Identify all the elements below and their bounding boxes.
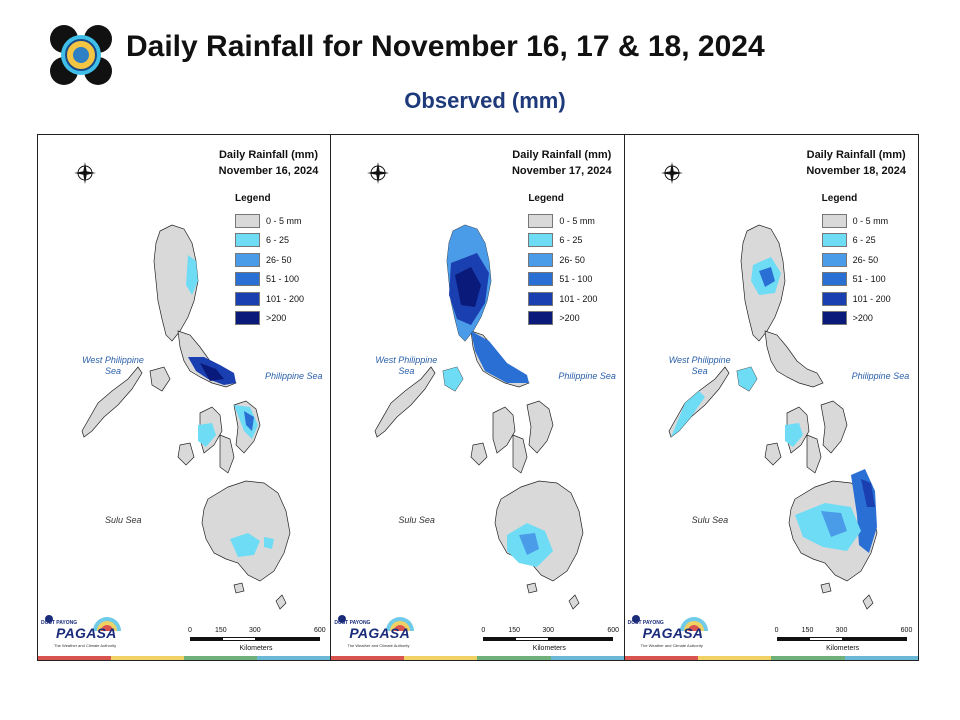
- sulu-sea-label: Sulu Sea: [691, 515, 729, 525]
- color-stripe: [624, 656, 918, 660]
- legend-item: >200: [235, 309, 304, 329]
- brand-small-text: DOST PAYONG: [627, 620, 664, 626]
- map-panels: Daily Rainfall (mm) November 16, 2024 Le…: [37, 134, 919, 661]
- map-title: Daily Rainfall (mm) November 17, 2024: [511, 149, 612, 177]
- brand-name: PAGASA: [642, 625, 704, 641]
- philippines-map: [668, 224, 878, 610]
- legend-item: 51 - 100: [528, 270, 597, 290]
- philippine-sea-label: Philippine Sea: [558, 371, 616, 381]
- brand-small-text: DOST PAYONG: [334, 620, 371, 626]
- philippines-map: [81, 224, 291, 610]
- legend-item: 51 - 100: [235, 270, 304, 290]
- legend-item: >200: [528, 309, 597, 329]
- legend-item: 26- 50: [821, 250, 891, 270]
- legend-item: 51 - 100: [821, 270, 891, 290]
- color-stripe: [38, 656, 331, 660]
- pagasa-brand-icon: [631, 615, 708, 631]
- west-philippine-sea-label: West Philippine Sea: [668, 355, 731, 376]
- scale-bar: 0 150 300 600 Kilometers: [774, 627, 913, 652]
- page-title: Daily Rainfall for November 16, 17 & 18,…: [126, 30, 765, 63]
- brand-name: PAGASA: [349, 625, 410, 641]
- legend: 0 - 5 mm 6 - 25 26- 50 51 - 100 101 - 20…: [528, 211, 597, 328]
- scale-bar: 0 150 300 600 Kilometers: [481, 627, 620, 652]
- brand-small-text: DOST PAYONG: [41, 620, 78, 626]
- legend: 0 - 5 mm 6 - 25 26- 50 51 - 100 101 - 20…: [235, 211, 304, 328]
- brand-tagline: The Weather and Climate Authority: [640, 643, 703, 648]
- legend-item: 26- 50: [528, 250, 597, 270]
- compass-rose-icon: [367, 162, 390, 184]
- philippines-map: [374, 224, 584, 610]
- legend: 0 - 5 mm 6 - 25 26- 50 51 - 100 101 - 20…: [821, 211, 891, 329]
- rainfall-map-nov18: Daily Rainfall (mm) November 18, 2024 Le…: [624, 135, 918, 660]
- compass-rose-icon: [74, 162, 96, 184]
- pagasa-brand-icon: [45, 615, 121, 631]
- philippine-sea-label: Philippine Sea: [851, 371, 910, 381]
- map-title: Daily Rainfall (mm) November 16, 2024: [218, 149, 319, 177]
- legend-item: 101 - 200: [528, 289, 597, 309]
- scale-bar: 0 150 300 600 Kilometers: [188, 627, 326, 652]
- compass-rose-icon: [660, 162, 683, 184]
- color-stripe: [331, 656, 624, 660]
- legend-title: Legend: [528, 193, 564, 204]
- legend-title: Legend: [821, 193, 858, 204]
- legend-item: 101 - 200: [235, 289, 304, 309]
- page-subtitle: Observed (mm): [404, 88, 566, 113]
- sulu-sea-label: Sulu Sea: [398, 515, 435, 525]
- pagasa-logo-icon: [48, 24, 114, 86]
- west-philippine-sea-label: West Philippine Sea: [82, 355, 144, 376]
- rainfall-map-nov16: Daily Rainfall (mm) November 16, 2024 Le…: [38, 135, 332, 660]
- legend-item: 0 - 5 mm: [528, 211, 597, 231]
- philippine-sea-label: Philippine Sea: [265, 371, 323, 381]
- legend-item: 6 - 25: [821, 231, 891, 251]
- brand-tagline: The Weather and Climate Authority: [54, 643, 117, 648]
- brand-tagline: The Weather and Climate Authority: [347, 643, 410, 648]
- legend-item: >200: [821, 309, 891, 329]
- legend-title: Legend: [235, 193, 271, 204]
- west-philippine-sea-label: West Philippine Sea: [375, 355, 438, 376]
- map-title: Daily Rainfall (mm) November 18, 2024: [806, 149, 906, 177]
- legend-item: 101 - 200: [821, 289, 891, 309]
- legend-item: 6 - 25: [528, 231, 597, 251]
- sulu-sea-label: Sulu Sea: [105, 515, 142, 525]
- legend-item: 0 - 5 mm: [235, 211, 304, 231]
- brand-name: PAGASA: [56, 625, 117, 641]
- legend-item: 6 - 25: [235, 231, 304, 251]
- rainfall-map-nov17: Daily Rainfall (mm) November 17, 2024 Le…: [331, 135, 625, 660]
- pagasa-brand-icon: [338, 615, 415, 631]
- legend-item: 0 - 5 mm: [821, 211, 891, 231]
- legend-item: 26- 50: [235, 250, 304, 270]
